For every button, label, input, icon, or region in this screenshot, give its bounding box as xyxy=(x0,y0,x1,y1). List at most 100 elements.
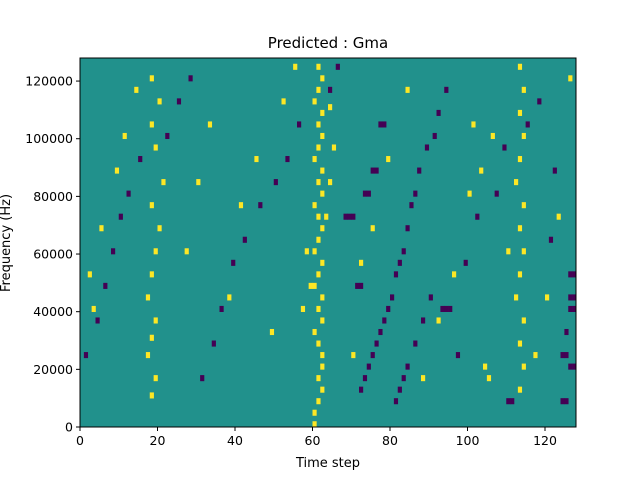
heatmap-cell-low xyxy=(188,75,193,82)
heatmap-cell-high xyxy=(521,202,526,209)
heatmap-cell-high xyxy=(114,167,120,174)
heatmap-cell-low xyxy=(444,86,449,93)
heatmap-cell-high xyxy=(153,248,158,255)
x-tick-label: 120 xyxy=(533,433,557,448)
heatmap-cell-high xyxy=(157,98,162,105)
heatmap-cell-high xyxy=(568,75,573,82)
heatmap-cell-high xyxy=(312,156,317,163)
heatmap-cell-high xyxy=(316,144,321,151)
heatmap-cell-low xyxy=(95,317,100,324)
heatmap-cell-high xyxy=(514,179,519,186)
heatmap-cell-low xyxy=(448,305,453,312)
heatmap-cell-low xyxy=(564,398,569,405)
heatmap-cell-high xyxy=(471,121,476,128)
heatmap-cell-low xyxy=(440,305,445,312)
heatmap-cell-high xyxy=(87,271,92,278)
heatmap-cell-low xyxy=(378,121,383,128)
heatmap-cell-low xyxy=(432,132,437,140)
heatmap-cell-high xyxy=(312,98,317,105)
heatmap-cell-high xyxy=(467,190,472,197)
heatmap-cell-low xyxy=(211,340,216,347)
heatmap-cell-high xyxy=(312,248,317,255)
heatmap-cell-low xyxy=(176,98,182,105)
y-tick-label: 40000 xyxy=(33,304,73,319)
heatmap-cell-low xyxy=(564,352,569,359)
heatmap-cell-high xyxy=(316,305,321,312)
heatmap-cell-high xyxy=(405,86,410,93)
heatmap-cell-high xyxy=(316,236,321,243)
heatmap-cell-low xyxy=(572,294,577,301)
heatmap-cell-high xyxy=(145,294,151,301)
heatmap-cell-low xyxy=(413,190,418,197)
heatmap-cell-low xyxy=(560,352,565,359)
heatmap-cell-high xyxy=(320,190,325,197)
heatmap-cell-low xyxy=(118,213,123,220)
heatmap-cell-low xyxy=(428,294,433,301)
plot-frame xyxy=(79,57,577,428)
heatmap-cell-low xyxy=(463,259,468,266)
heatmap-cell-high xyxy=(134,86,139,93)
heatmap-cell-high xyxy=(238,202,244,209)
heatmap-cell-low xyxy=(231,259,236,266)
heatmap-cell-low xyxy=(568,294,573,301)
heatmap-cell-high xyxy=(91,305,96,312)
heatmap-cell-high xyxy=(149,121,154,128)
heatmap-cell-low xyxy=(378,328,383,336)
heatmap-cell-high xyxy=(320,109,325,116)
heatmap-cell-low xyxy=(502,144,507,151)
heatmap-cell-low xyxy=(219,305,224,312)
heatmap-cell-low xyxy=(370,167,375,174)
heatmap-cell-high xyxy=(452,271,457,278)
heatmap-cell-low xyxy=(390,294,395,301)
heatmap-cell-high xyxy=(521,86,526,93)
heatmap-cell-high xyxy=(149,392,154,399)
x-tick-label: 60 xyxy=(305,433,321,448)
heatmap-background xyxy=(80,58,576,427)
heatmap-cell-low xyxy=(560,398,565,405)
heatmap-cell-high xyxy=(320,294,325,301)
heatmap-cell-low xyxy=(405,225,410,232)
heatmap-cell-high xyxy=(370,225,375,232)
heatmap-cell-high xyxy=(436,317,441,324)
heatmap-cell-low xyxy=(359,386,364,393)
heatmap-cell-low xyxy=(351,213,356,220)
y-tick-label: 100000 xyxy=(25,131,73,146)
y-axis-label: Frequency (Hz) xyxy=(0,194,14,292)
heatmap-cell-high xyxy=(359,259,364,266)
heatmap-cell-low xyxy=(413,340,418,347)
heatmap-cell-low xyxy=(111,248,116,255)
heatmap-cell-high xyxy=(486,375,492,382)
heatmap-cell-high xyxy=(517,271,523,278)
heatmap-cell-low xyxy=(409,202,414,209)
heatmap-cell-high xyxy=(153,375,158,382)
heatmap-cell-high xyxy=(517,156,523,163)
heatmap-cell-high xyxy=(153,317,158,324)
heatmap-cell-low xyxy=(525,121,530,128)
x-axis: 0 20 40 60 80 100 120 xyxy=(76,427,557,448)
heatmap-cell-high xyxy=(293,63,298,70)
heatmap-cell-high xyxy=(316,271,321,278)
heatmap-cell-low xyxy=(494,190,499,197)
heatmap-cell-high xyxy=(328,179,333,186)
heatmap-cell-low xyxy=(506,398,511,405)
heatmap-cell-high xyxy=(517,109,523,116)
heatmap-cell-high xyxy=(490,132,495,140)
heatmap-cell-low xyxy=(393,271,399,278)
heatmap-cell-low xyxy=(568,271,573,278)
heatmap-cell-low xyxy=(455,352,461,359)
heatmap-cell-high xyxy=(479,167,484,174)
heatmap-cell-high xyxy=(514,294,519,301)
x-tick-label: 100 xyxy=(456,433,480,448)
heatmap-cell-high xyxy=(312,409,317,416)
heatmap-cell-high xyxy=(153,144,158,151)
x-tick-label: 0 xyxy=(76,433,84,448)
heatmap-cell-high xyxy=(517,63,523,70)
heatmap-cell-high xyxy=(149,202,154,209)
heatmap-cell-high xyxy=(320,132,325,140)
heatmap-cell-high xyxy=(308,282,313,289)
heatmap-cell-high xyxy=(324,213,329,220)
heatmap-cell-high xyxy=(99,225,104,232)
heatmap-cell-high xyxy=(300,305,306,312)
heatmap-cell-low xyxy=(242,236,247,243)
